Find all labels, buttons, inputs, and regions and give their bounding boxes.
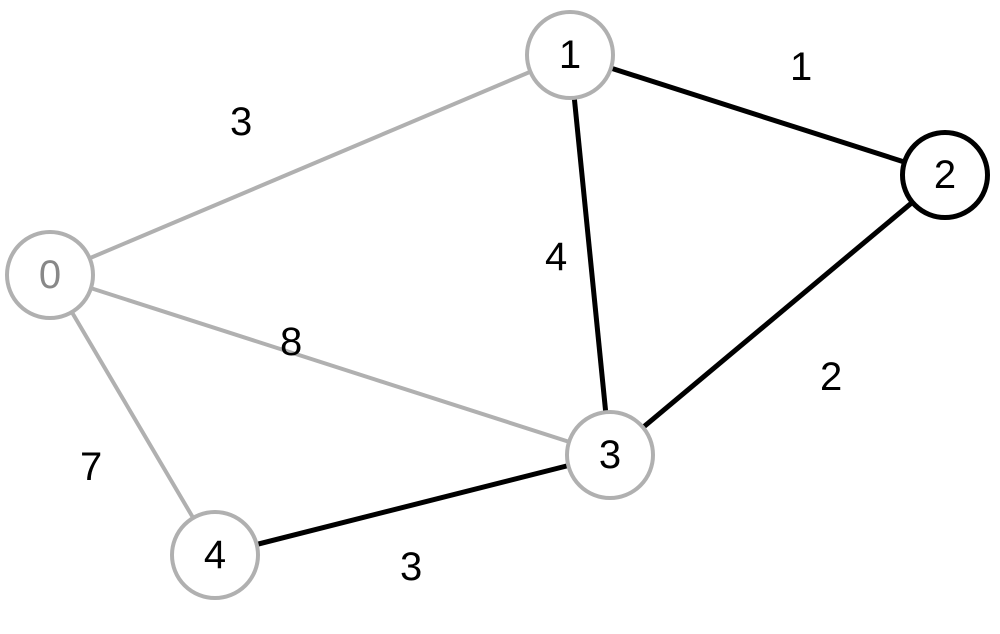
node-3: 3 [565, 410, 655, 500]
node-label-0: 0 [39, 253, 61, 298]
edge-0-1 [50, 55, 570, 275]
edge-2-3 [610, 175, 945, 455]
node-label-3: 3 [599, 433, 621, 478]
node-0: 0 [5, 230, 95, 320]
edge-3-4 [215, 455, 610, 555]
edge-0-4 [50, 275, 215, 555]
node-label-1: 1 [559, 33, 581, 78]
edge-label-3-4: 3 [400, 545, 422, 590]
edge-label-0-3: 8 [280, 320, 302, 365]
edge-label-1-2: 1 [790, 45, 812, 90]
node-2: 2 [900, 130, 990, 220]
node-4: 4 [170, 510, 260, 600]
edge-0-3 [50, 275, 610, 455]
edge-label-1-3: 4 [545, 235, 567, 280]
edge-1-3 [570, 55, 610, 455]
graph-diagram: 0 1 2 3 4 3 8 7 1 4 2 3 [0, 0, 1000, 634]
edge-label-0-4: 7 [80, 445, 102, 490]
edge-label-2-3: 2 [820, 355, 842, 400]
node-1: 1 [525, 10, 615, 100]
node-label-4: 4 [204, 533, 226, 578]
edge-label-0-1: 3 [230, 100, 252, 145]
edges-layer [0, 0, 1000, 634]
node-label-2: 2 [934, 153, 956, 198]
edge-1-2 [570, 55, 945, 175]
